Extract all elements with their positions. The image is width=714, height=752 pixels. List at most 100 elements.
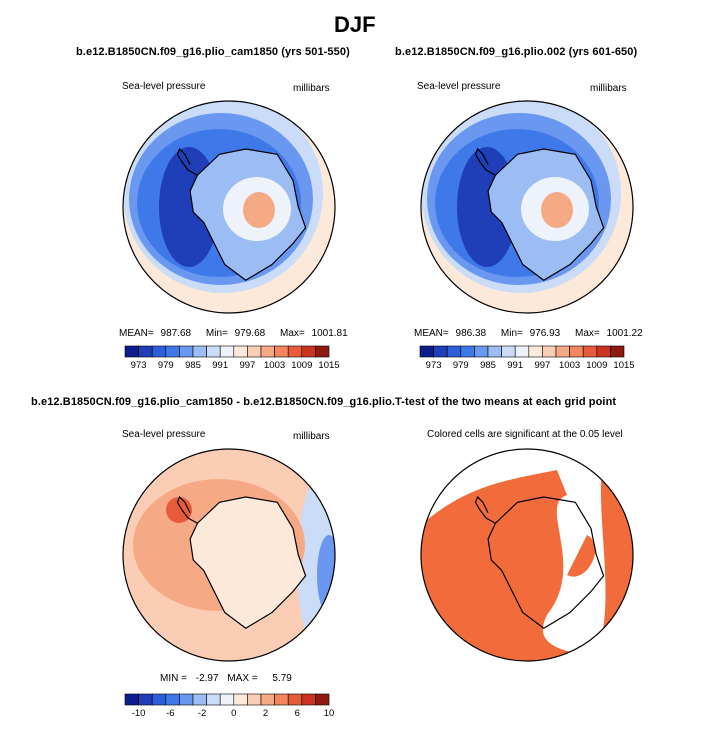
colorbar-swatch: [315, 693, 330, 706]
colorbar-swatch: [247, 693, 262, 706]
colorbar-swatch: [151, 345, 167, 358]
field-ttest-significant-west: [421, 470, 597, 661]
stat-min-value: 979.68: [234, 328, 266, 339]
page-title: DJF: [334, 12, 376, 37]
colorbar-tick-label: 973: [131, 360, 147, 371]
stat-mean-value: 987.68: [160, 328, 192, 339]
colorbar-swatch: [287, 345, 303, 358]
colorbar-swatch: [260, 693, 275, 706]
stat-min-label: Min=: [500, 328, 523, 339]
polar-map-2: [122, 448, 336, 662]
antarctica-coastline: [487, 148, 605, 281]
stat-max-value: 5.79: [272, 673, 292, 684]
colorbar-swatch: [165, 345, 180, 358]
field-ttest-significant-center: [567, 535, 596, 577]
panel-units-label-top-left: millibars: [293, 83, 330, 94]
colorbar-tick-label: 1003: [559, 360, 580, 371]
colorbar-tick-label: -10: [132, 708, 146, 719]
colorbar-swatch: [542, 345, 557, 358]
stats-top-left: MEAN= 987.68 Min= 979.68 Max= 1001.81: [119, 328, 348, 339]
antarctic-peninsula-coastline: [176, 147, 198, 176]
colorbar-swatch: [179, 693, 194, 706]
colorbar-swatch: [610, 345, 625, 358]
colorbar-tick-label: 991: [507, 360, 523, 371]
map-border: [420, 100, 634, 314]
colorbar-tick-label: 991: [212, 360, 228, 371]
colorbar-swatch: [138, 345, 153, 358]
colorbar-tick-label: 997: [239, 360, 255, 371]
colorbar-swatch: [446, 345, 462, 358]
colorbar-swatch: [206, 345, 221, 358]
antarctica-coastline: [487, 496, 605, 629]
panel-units-label-bottom-left: millibars: [293, 431, 330, 442]
panel-title-top-right: b.e12.B1850CN.f09_g16.plio.002 (yrs 601-…: [395, 46, 638, 58]
antarctica-coastline: [189, 148, 307, 281]
stat-min-value: -2.97: [195, 673, 219, 684]
colorbar-swatch: [315, 345, 330, 358]
stat-max-label: Max=: [575, 328, 600, 339]
colorbar-tick-label: 997: [534, 360, 550, 371]
colorbar-swatch: [124, 693, 139, 706]
colorbar-tick-label: 973: [426, 360, 442, 371]
colorbar-swatch: [165, 693, 180, 706]
map-border: [122, 100, 336, 314]
map-border: [420, 448, 634, 662]
colorbar-swatch: [487, 345, 502, 358]
colorbar-swatch: [138, 693, 153, 706]
colorbar-swatch: [260, 345, 275, 358]
stat-max-value: 1001.81: [311, 328, 348, 339]
stat-max-value: 1001.22: [606, 328, 643, 339]
colorbar-swatch: [287, 693, 303, 706]
colorbar-swatch: [582, 345, 598, 358]
colorbar-swatch: [569, 345, 584, 358]
field-diff-negative-core: [317, 535, 335, 615]
field-continent-peak: [243, 192, 275, 228]
colorbar-swatch: [233, 693, 248, 706]
colorbar-swatch: [219, 345, 235, 358]
colorbar-tick-label: 2: [263, 708, 268, 719]
colorbar-swatch: [514, 345, 530, 358]
colorbar-swatch: [419, 345, 434, 358]
colorbar-swatch: [274, 693, 289, 706]
panel-variable-label-top-left: Sea-level pressure: [122, 81, 206, 92]
colorbar-tick-label: 0: [231, 708, 236, 719]
colorbar-tick-label: -2: [198, 708, 206, 719]
colorbar-top-left: 973 979 985 991 997 1003 1009 1015: [124, 345, 340, 371]
map-border: [122, 448, 336, 662]
colorbar-swatch: [555, 345, 570, 358]
colorbar-swatch: [219, 693, 235, 706]
colorbar-swatch: [433, 345, 448, 358]
panel-title-bottom-right: T-test of the two means at each grid poi…: [395, 396, 617, 408]
panel-variable-label-top-right: Sea-level pressure: [417, 81, 501, 92]
polar-map-3: [420, 448, 634, 662]
panel-note-bottom-right: Colored cells are significant at the 0.0…: [427, 429, 623, 440]
antarctic-peninsula-coastline: [474, 147, 496, 176]
colorbar-swatch: [124, 345, 139, 358]
antarctica-coastline: [189, 496, 307, 629]
stats-top-right: MEAN= 986.38 Min= 976.93 Max= 1001.22: [414, 328, 643, 339]
colorbar-swatch: [528, 345, 543, 358]
colorbar-tick-label: 1015: [613, 360, 634, 371]
stat-min-label: MIN =: [160, 673, 187, 684]
stats-bottom-left: MIN = -2.97 MAX = 5.79: [160, 673, 292, 684]
colorbar-swatch: [301, 693, 316, 706]
colorbar-swatch: [596, 345, 611, 358]
panel-title-top-left: b.e12.B1850CN.f09_g16.plio_cam1850 (yrs …: [76, 46, 350, 58]
colorbar-top-right: 973 979 985 991 997 1003 1009 1015: [419, 345, 635, 371]
antarctic-peninsula-coastline: [474, 495, 496, 524]
colorbar-tick-label: 1009: [586, 360, 607, 371]
colorbar-tick-label: 1009: [291, 360, 312, 371]
colorbar-swatch: [247, 345, 262, 358]
colorbar-swatch: [301, 345, 316, 358]
colorbar-tick-label: 979: [158, 360, 174, 371]
colorbar-tick-label: -6: [166, 708, 174, 719]
colorbar-tick-label: 979: [453, 360, 469, 371]
stat-min-label: Min=: [205, 328, 228, 339]
colorbar-tick-label: 6: [295, 708, 300, 719]
stat-mean-value: 986.38: [455, 328, 487, 339]
stat-max-label: Max=: [280, 328, 305, 339]
colorbar-tick-label: 10: [324, 708, 335, 719]
antarctic-peninsula-coastline: [176, 495, 198, 524]
colorbar-tick-label: 1003: [264, 360, 285, 371]
